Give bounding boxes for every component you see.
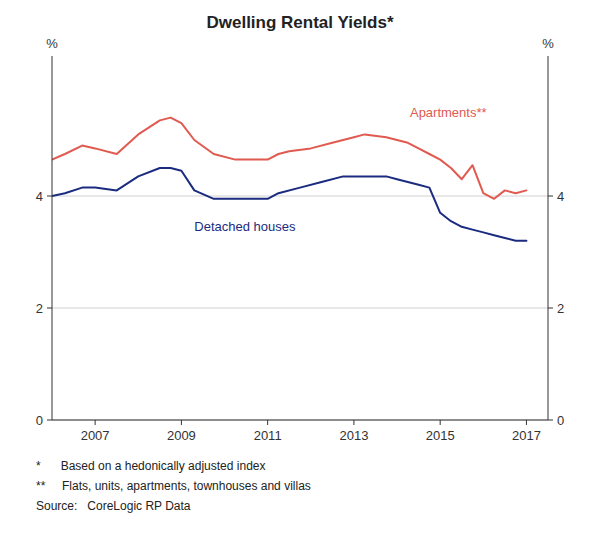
y2-tick-label: 4 — [557, 189, 564, 204]
x-tick — [95, 420, 96, 425]
y-tick-label: 0 — [36, 413, 43, 428]
x-tick-label: 2011 — [254, 428, 282, 443]
y-axis-line — [52, 56, 53, 420]
y-axis-label: % — [46, 36, 58, 51]
y-tick-label: 4 — [36, 189, 43, 204]
y-tick — [47, 196, 52, 197]
annotation: Apartments** — [410, 105, 487, 120]
y2-axis-line — [548, 56, 549, 420]
y2-tick-label: 0 — [557, 413, 564, 428]
footnote: Source: CoreLogic RP Data — [36, 499, 191, 513]
grid-line — [52, 196, 548, 197]
footnote: ** Flats, units, apartments, townhouses … — [36, 479, 311, 493]
x-tick-label: 2015 — [426, 428, 455, 443]
y2-tick-label: 2 — [557, 301, 564, 316]
x-tick — [353, 420, 354, 425]
x-tick-label: 2009 — [167, 428, 196, 443]
y2-tick — [548, 308, 553, 309]
y2-tick — [548, 196, 553, 197]
plot-area — [52, 118, 526, 241]
x-tick — [526, 420, 527, 425]
y2-axis-label: % — [542, 36, 554, 51]
footnote: * Based on a hedonically adjusted index — [36, 459, 266, 473]
y-tick-label: 2 — [36, 301, 43, 316]
title: Dwelling Rental Yields* — [206, 13, 393, 32]
annotation: Detached houses — [194, 219, 296, 234]
y-tick — [47, 420, 52, 421]
x-tick — [267, 420, 268, 425]
y2-tick — [548, 420, 553, 421]
chart: Dwelling Rental Yields* 2007 2009 2011 2013 2… — [0, 0, 600, 552]
y-tick — [47, 308, 52, 309]
x-tick-label: 2013 — [339, 428, 368, 443]
x-tick-label: 2017 — [512, 428, 541, 443]
x-tick — [440, 420, 441, 425]
grid-line — [52, 420, 548, 421]
x-axis-line — [52, 420, 548, 421]
x-tick-label: 2007 — [81, 428, 110, 443]
grid-line — [52, 308, 548, 309]
x-tick — [181, 420, 182, 425]
series-line — [52, 168, 526, 241]
